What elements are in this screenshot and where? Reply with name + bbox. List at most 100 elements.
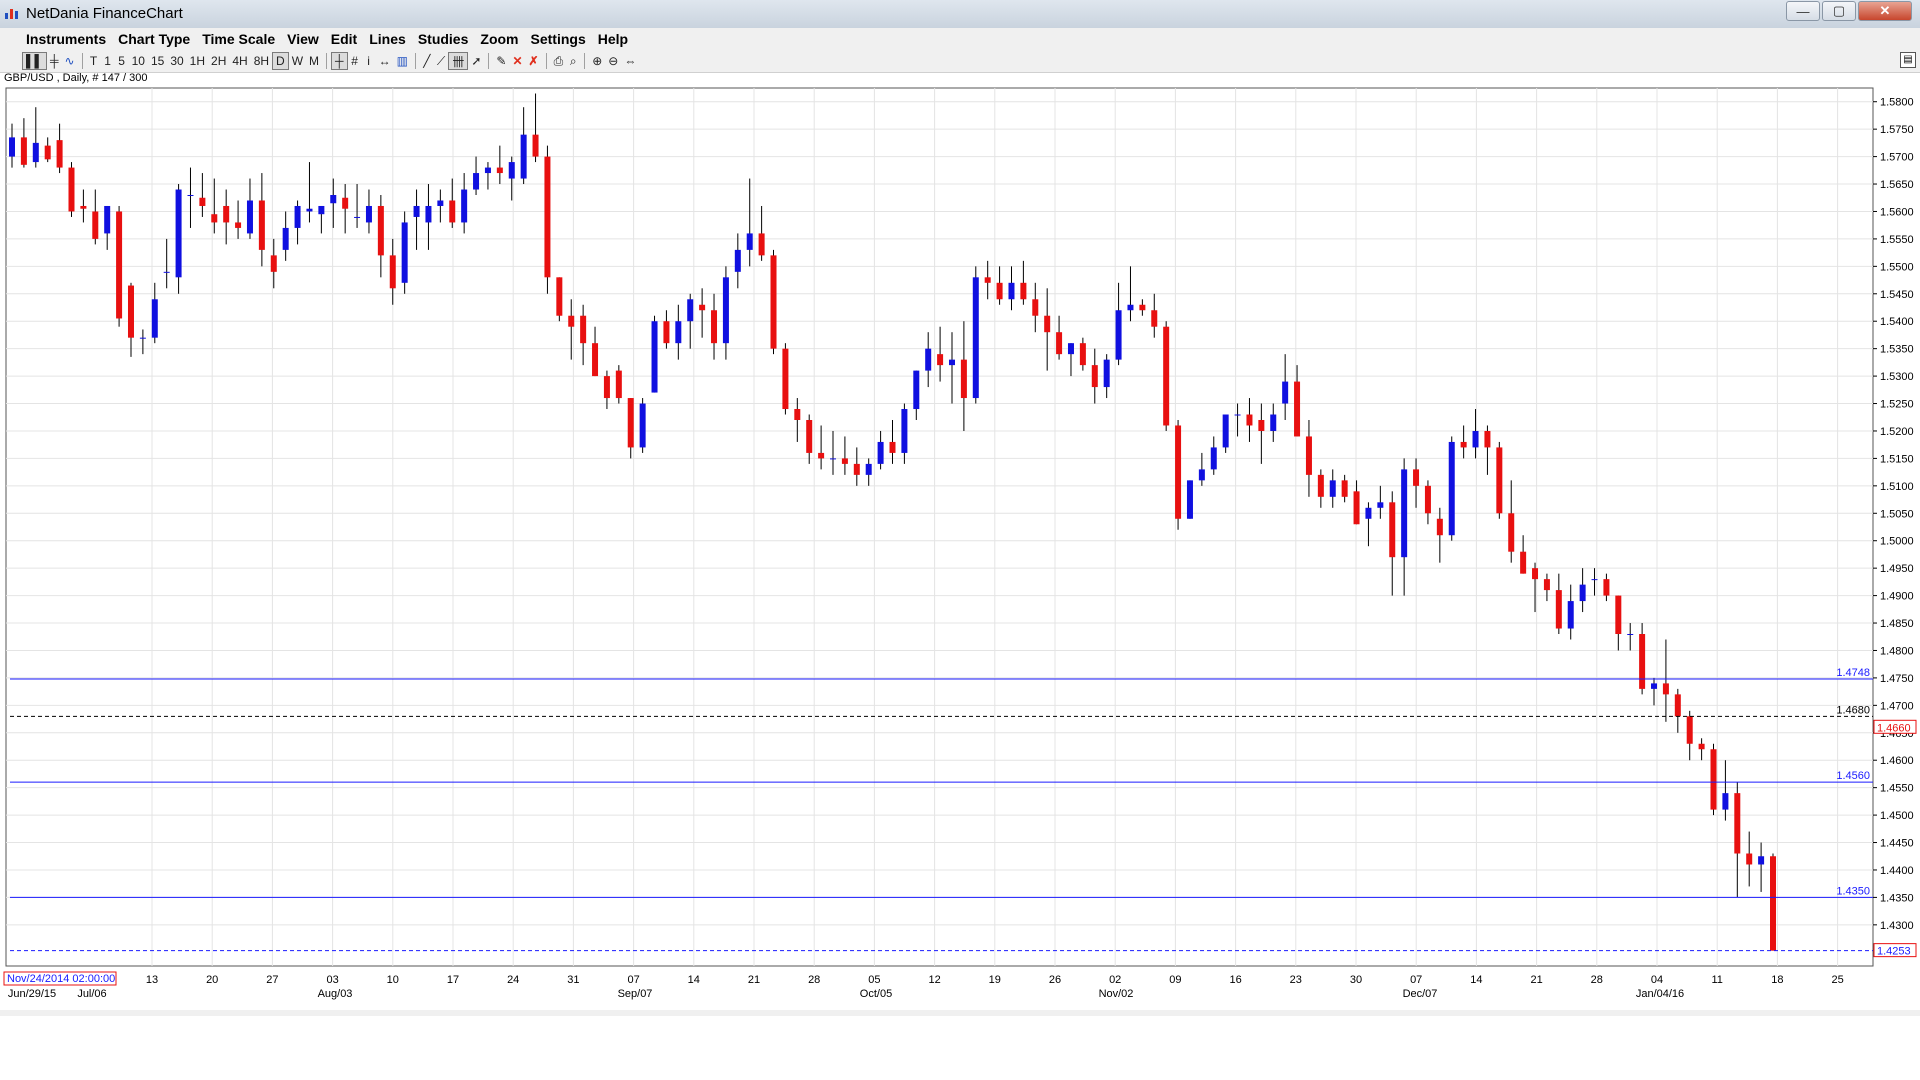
- panel-toggle-icon[interactable]: ▤: [1900, 52, 1916, 68]
- x-tick-label: 07: [627, 974, 639, 986]
- print-icon[interactable]: ⎙: [553, 53, 564, 68]
- zoom-in-icon[interactable]: ⊕: [592, 54, 603, 68]
- timeframe-5[interactable]: 5: [118, 54, 125, 68]
- maximize-button[interactable]: ▢: [1822, 1, 1856, 21]
- menu-time-scale[interactable]: Time Scale: [202, 31, 276, 47]
- candle-body: [1115, 310, 1122, 360]
- candle-body: [389, 255, 396, 289]
- timeframe-m[interactable]: M: [309, 54, 320, 68]
- menu-zoom[interactable]: Zoom: [480, 31, 519, 47]
- info-icon[interactable]: i: [367, 54, 370, 68]
- menu-lines[interactable]: Lines: [369, 31, 406, 47]
- candlestick-chart[interactable]: 13 20 27 03 10 17 24 31 07 14 21 28 05 12 19 26 02 09 16 23…: [0, 84, 1920, 1010]
- menu-view[interactable]: View: [287, 31, 319, 47]
- candle-body: [437, 200, 444, 206]
- timeframe-tick[interactable]: T: [89, 54, 98, 68]
- candle-body: [937, 354, 944, 366]
- candle-body: [1710, 749, 1717, 810]
- candle-body: [1234, 414, 1241, 416]
- menu-studies[interactable]: Studies: [417, 31, 469, 47]
- horizontal-level-label: 1.4680: [1836, 704, 1870, 716]
- candle-icon[interactable]: ▌▌: [22, 52, 48, 70]
- candle-body: [925, 348, 932, 371]
- candle-body: [1258, 419, 1265, 431]
- menu-chart-type[interactable]: Chart Type: [118, 31, 191, 47]
- bar-icon[interactable]: ╪: [50, 54, 59, 68]
- timeframe-30[interactable]: 30: [170, 54, 184, 68]
- candle-body: [853, 463, 860, 475]
- x-tick-label: 04: [1651, 974, 1663, 986]
- fibonacci-icon[interactable]: ⟋: [436, 53, 446, 68]
- crosshair-icon[interactable]: ┼: [331, 52, 348, 70]
- candle-body: [1008, 282, 1015, 300]
- timeframe-8h[interactable]: 8H: [253, 54, 270, 68]
- menu-help[interactable]: Help: [597, 31, 629, 47]
- candle-body: [1555, 590, 1562, 629]
- candle-body: [1210, 447, 1217, 470]
- timeframe-10[interactable]: 10: [131, 54, 145, 68]
- x-tick-label: 12: [928, 974, 940, 986]
- x-tick-label: 24: [507, 974, 519, 986]
- candle-body: [1579, 584, 1586, 602]
- delete-all-icon[interactable]: ✗: [528, 54, 539, 68]
- arrow-icon[interactable]: ➚: [471, 54, 482, 68]
- candle-body: [1151, 310, 1158, 327]
- fit-icon[interactable]: ⇔: [624, 54, 637, 68]
- x-month-label: Dec/07: [1403, 988, 1438, 1000]
- candle-body: [1627, 634, 1634, 636]
- pencil-icon[interactable]: ✎: [496, 54, 507, 68]
- candle-body: [1543, 579, 1550, 591]
- preview-icon[interactable]: ⌕: [569, 53, 577, 68]
- timeframe-4h[interactable]: 4H: [232, 54, 248, 68]
- candle-body: [235, 222, 242, 228]
- candle-body: [782, 348, 789, 410]
- candle-body: [889, 441, 896, 453]
- candle-body: [246, 200, 253, 234]
- minimize-button[interactable]: —: [1786, 1, 1820, 21]
- candle-body: [1567, 601, 1574, 629]
- menu-settings[interactable]: Settings: [530, 31, 586, 47]
- y-tick-label: 1.4550: [1880, 783, 1914, 795]
- timeframe-d[interactable]: D: [272, 52, 289, 70]
- candle-body: [996, 282, 1003, 300]
- y-tick-label: 1.5350: [1880, 344, 1914, 356]
- timeframe-2h[interactable]: 2H: [211, 54, 227, 68]
- timeframe-15[interactable]: 15: [150, 54, 165, 68]
- candle-body: [806, 419, 813, 453]
- x-tick-label: 30: [1350, 974, 1362, 986]
- title-bar: NetDania FinanceChart — ▢ ✕: [0, 0, 1920, 28]
- pan-icon[interactable]: ↔: [378, 54, 391, 68]
- horizontal-level-label: 1.4350: [1836, 885, 1870, 897]
- candle-body: [1222, 414, 1229, 448]
- menu-edit[interactable]: Edit: [330, 31, 358, 47]
- fan-icon[interactable]: 卌: [448, 52, 469, 70]
- y-tick-label: 1.5400: [1880, 316, 1914, 328]
- candle-body: [1365, 507, 1372, 519]
- candle-body: [960, 359, 967, 399]
- candle-body: [1722, 793, 1729, 810]
- line-icon[interactable]: ∿: [64, 54, 75, 68]
- candle-body: [1317, 474, 1324, 497]
- delete-icon[interactable]: ✕: [512, 54, 523, 68]
- candle-body: [354, 216, 361, 218]
- candle-body: [1103, 359, 1110, 388]
- chart-instrument-label: GBP/USD , Daily, # 147 / 300: [4, 72, 148, 84]
- candle-body: [1639, 634, 1646, 689]
- trendline-icon[interactable]: ╱: [423, 54, 431, 68]
- candle-body: [901, 409, 908, 453]
- candle-body: [1401, 469, 1408, 558]
- timeframe-1[interactable]: 1: [104, 54, 111, 68]
- close-button[interactable]: ✕: [1858, 1, 1912, 21]
- y-tick-label: 1.4600: [1880, 755, 1914, 767]
- timeframe-1h[interactable]: 1H: [189, 54, 206, 68]
- candle-body: [746, 233, 753, 250]
- x-month-label: Jan/04/16: [1636, 988, 1684, 1000]
- zoom-out-icon[interactable]: ⊖: [608, 54, 619, 68]
- toolbar-separator: [545, 53, 547, 69]
- timeframe-w[interactable]: W: [291, 54, 304, 68]
- candle-body: [1603, 579, 1610, 596]
- candle-body: [568, 315, 575, 327]
- menu-instruments[interactable]: Instruments: [26, 31, 107, 47]
- volume-icon[interactable]: ▥: [396, 54, 408, 68]
- grid-icon[interactable]: #: [351, 54, 358, 68]
